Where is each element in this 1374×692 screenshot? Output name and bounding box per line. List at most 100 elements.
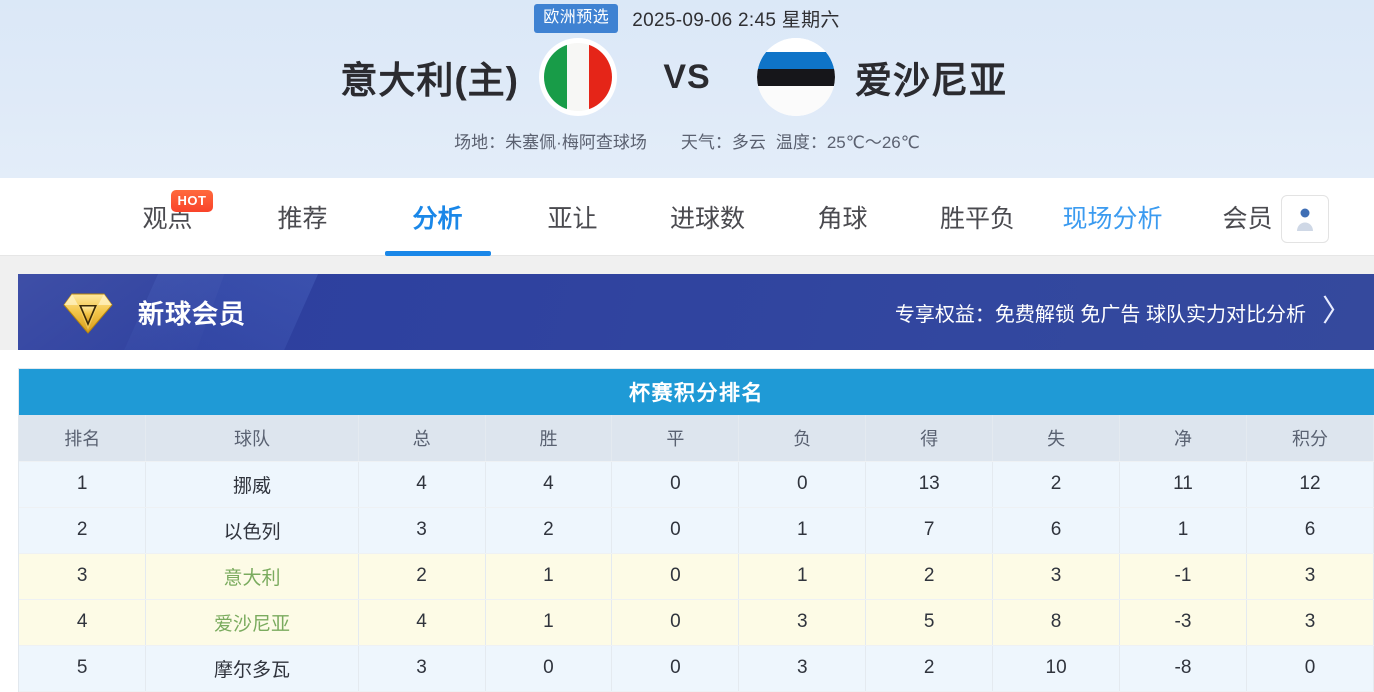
cell-gf: 2 [865,553,994,600]
banner-wrapper: 新球会员 专享权益：免费解锁 免广告 球队实力对比分析 〉 [0,256,1374,350]
tab-huiyuan[interactable]: 会员 [1180,178,1329,256]
hot-badge: HOT [170,189,214,212]
standings-title: 杯赛积分排名 [19,369,1374,415]
cell-points: 12 [1246,461,1374,508]
tab-shengpingfu[interactable]: 胜平负 [910,178,1045,256]
tab-label: 现场分析 [1062,204,1163,233]
standings-card: 杯赛积分排名 排名 球队 总 胜 平 负 得 失 净 积分 1 挪威 [18,368,1374,692]
tab-xianchangfenxi[interactable]: 现场分析 [1045,178,1180,256]
tab-jinqiushu[interactable]: 进球数 [640,178,775,256]
cell-rank: 2 [19,507,147,554]
tab-label: 亚让 [547,204,598,233]
tab-label: 胜平负 [939,204,1015,233]
vs-label: VS [663,57,711,96]
tab-tuijian[interactable]: 推荐 [235,178,370,256]
cell-loss: 3 [738,599,867,646]
cell-win: 1 [485,599,613,646]
cell-team[interactable]: 意大利 [145,553,359,600]
table-row[interactable]: 3 意大利 2 1 0 1 2 3 -1 3 [19,553,1374,600]
cell-win: 1 [485,553,613,600]
home-team-name: 意大利(主) [340,60,519,101]
cell-gd: 11 [1119,461,1247,508]
active-tab-underline [384,250,491,256]
person-icon [1297,208,1313,231]
cell-gf: 2 [865,645,994,692]
cell-rank: 5 [19,645,147,692]
col-rank: 排名 [19,415,147,462]
cell-win: 2 [485,507,613,554]
cell-loss: 1 [738,507,867,554]
standings-table: 排名 球队 总 胜 平 负 得 失 净 积分 1 挪威 4 4 0 0 13 2 [19,415,1374,692]
venue-weather-row: 场地：朱塞佩·梅阿查球场 天气：多云 温度：25℃～26℃ [0,120,1374,160]
tab-yarang[interactable]: 亚让 [505,178,640,256]
match-datetime: 2025-09-06 2:45 星期六 [632,10,840,31]
cell-gf: 13 [865,461,994,508]
cell-played: 4 [358,599,486,646]
table-row[interactable]: 2 以色列 3 2 0 1 7 6 1 6 [19,507,1374,554]
cell-team[interactable]: 爱沙尼亚 [145,599,359,646]
cell-ga: 10 [992,645,1121,692]
cell-win: 4 [485,461,613,508]
cell-points: 3 [1246,553,1374,600]
teams-row: 意大利(主) VS [0,34,1374,120]
cell-points: 0 [1246,645,1374,692]
cell-played: 4 [358,461,486,508]
cell-team[interactable]: 挪威 [145,461,359,508]
cell-rank: 4 [19,599,147,646]
tab-jiaoqiu[interactable]: 角球 [775,178,910,256]
tab-label: 推荐 [277,204,328,233]
cell-ga: 2 [992,461,1121,508]
tab-label: 角球 [817,204,868,233]
tab-label: 会员 [1222,204,1273,233]
cell-loss: 3 [738,645,867,692]
member-banner[interactable]: 新球会员 专享权益：免费解锁 免广告 球队实力对比分析 〉 [18,274,1374,350]
match-header: 欧洲预选 2025-09-06 2:45 星期六 意大利(主) VS [0,0,1374,178]
col-loss: 负 [738,415,867,462]
member-title: 新球会员 [138,298,247,329]
home-team[interactable]: 意大利(主) [127,38,627,116]
cell-ga: 6 [992,507,1121,554]
venue-text: 场地：朱塞佩·梅阿查球场 [454,132,647,152]
col-points: 积分 [1246,415,1374,462]
cell-gd: -8 [1119,645,1247,692]
member-benefits-group: 专享权益：免费解锁 免广告 球队实力对比分析 〉 [895,297,1352,327]
cell-played: 3 [358,507,486,554]
cell-ga: 3 [992,553,1121,600]
cell-draw: 0 [611,461,740,508]
overflow-action-box[interactable] [1281,194,1329,243]
table-row[interactable]: 5 摩尔多瓦 3 0 0 3 2 10 -8 0 [19,645,1374,692]
tab-guandian[interactable]: HOT 观点 [100,178,235,256]
cell-loss: 1 [738,553,867,600]
cell-team[interactable]: 以色列 [145,507,359,554]
chevron-right-icon[interactable]: 〉 [1322,295,1352,328]
cell-gf: 5 [865,599,994,646]
tab-fenxi[interactable]: 分析 [370,178,505,256]
cell-draw: 0 [611,599,740,646]
weather-text: 天气：多云 [680,132,766,152]
cell-gd: 1 [1119,507,1247,554]
table-row[interactable]: 4 爱沙尼亚 4 1 0 3 5 8 -3 3 [19,599,1374,646]
cell-win: 0 [485,645,613,692]
cell-loss: 0 [738,461,867,508]
league-badge[interactable]: 欧洲预选 [534,4,619,33]
table-header-row: 排名 球队 总 胜 平 负 得 失 净 积分 [19,415,1374,462]
cell-played: 3 [358,645,486,692]
italy-flag-icon [539,38,617,116]
cell-gd: -3 [1119,599,1247,646]
col-goals-against: 失 [992,415,1121,462]
cell-points: 3 [1246,599,1374,646]
cell-team[interactable]: 摩尔多瓦 [145,645,359,692]
cell-gd: -1 [1119,553,1247,600]
col-played: 总 [358,415,486,462]
cell-rank: 1 [19,461,147,508]
estonia-flag-icon [757,38,835,116]
col-goal-diff: 净 [1119,415,1247,462]
cell-draw: 0 [611,553,740,600]
col-team: 球队 [145,415,359,462]
table-row[interactable]: 1 挪威 4 4 0 0 13 2 11 12 [19,461,1374,508]
away-team[interactable]: 爱沙尼亚 [747,38,1247,116]
diamond-icon [62,286,114,338]
tab-label: 分析 [412,204,463,233]
temperature-text: 温度：25℃～26℃ [775,132,920,152]
cell-played: 2 [358,553,486,600]
